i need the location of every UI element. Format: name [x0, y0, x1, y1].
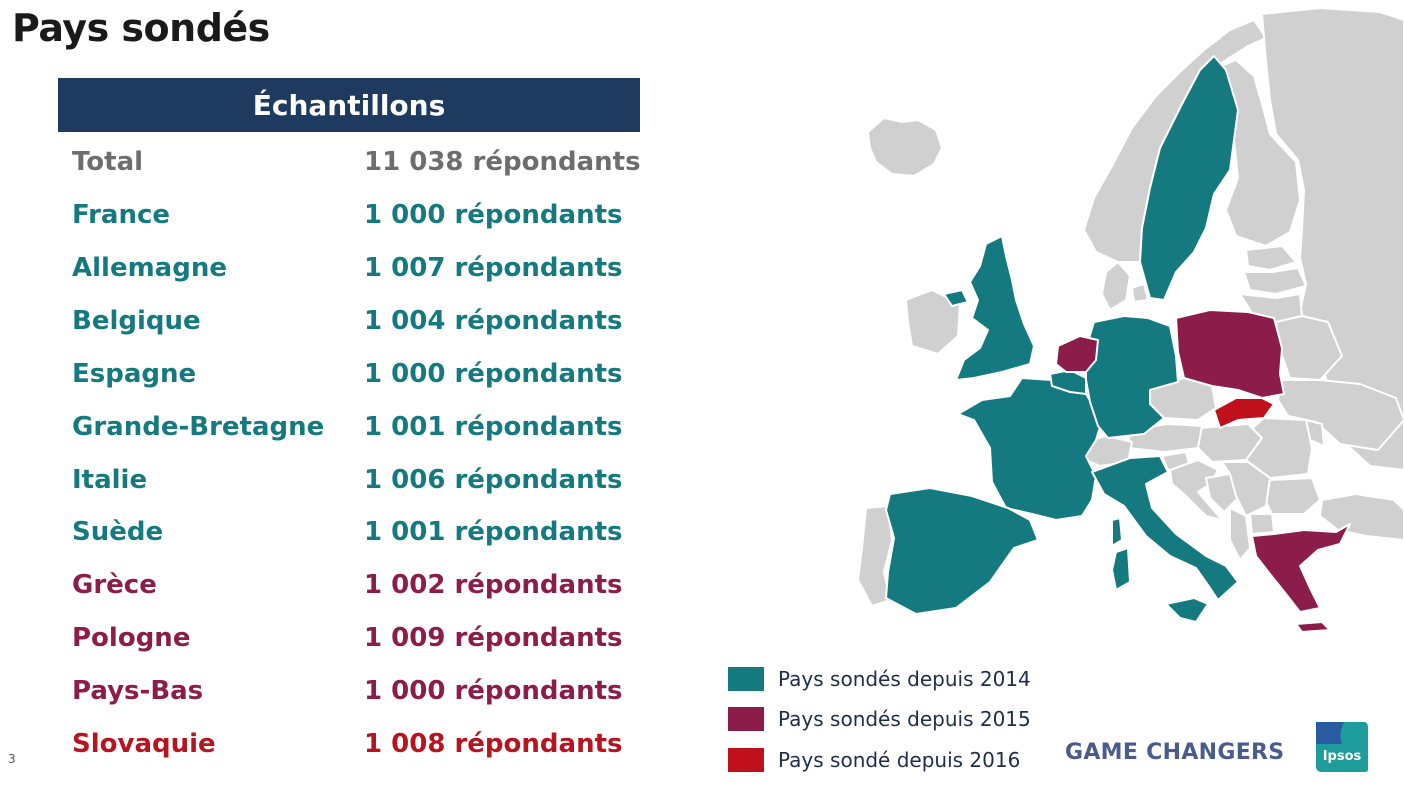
table-row: Suède 1 001 répondants	[72, 512, 672, 552]
row-country: Pologne	[72, 623, 191, 653]
legend-label: Pays sondés depuis 2015	[778, 707, 1031, 731]
table-row-total: Total 11 038 répondants	[72, 142, 672, 182]
latvia	[1243, 267, 1307, 295]
ukraine	[1277, 379, 1404, 451]
legend-item-2014: Pays sondés depuis 2014	[728, 664, 1031, 694]
row-country: Suède	[72, 517, 164, 547]
table-row: Pologne 1 009 répondants	[72, 618, 672, 658]
netherlands	[1055, 335, 1099, 373]
legend-item-2016: Pays sondé depuis 2016	[728, 745, 1020, 775]
sicily	[1165, 597, 1209, 623]
row-count: 1 009 répondants	[364, 623, 623, 653]
table-row: Italie 1 006 répondants	[72, 460, 672, 500]
poland	[1175, 309, 1285, 399]
table-row: Grèce 1 002 répondants	[72, 565, 672, 605]
table-row: Pays-Bas 1 000 répondants	[72, 671, 672, 711]
bosnia	[1205, 473, 1239, 513]
northern-ireland	[943, 289, 969, 307]
italy	[1091, 455, 1239, 601]
germany	[1085, 315, 1179, 439]
serbia	[1221, 461, 1271, 517]
sardinia	[1111, 547, 1131, 591]
slovakia	[1213, 397, 1275, 429]
legend-label: Pays sondés depuis 2014	[778, 667, 1031, 691]
macedonia	[1249, 513, 1275, 535]
legend-swatch	[728, 748, 764, 772]
row-count: 1 000 répondants	[364, 676, 623, 706]
brand-wordmark: GAME CHANGERS	[1065, 740, 1285, 765]
row-count: 1 006 répondants	[364, 465, 623, 495]
table-row: Allemagne 1 007 répondants	[72, 248, 672, 288]
row-count: 1 001 répondants	[364, 517, 623, 547]
row-country: Slovaquie	[72, 729, 216, 759]
great-britain	[955, 235, 1035, 381]
montenegro-albania	[1229, 507, 1251, 561]
estonia	[1245, 245, 1297, 271]
spain	[885, 487, 1039, 615]
row-count: 11 038 répondants	[364, 147, 641, 177]
table-header: Échantillons	[58, 78, 640, 132]
row-country: France	[72, 200, 171, 230]
table-row: France 1 000 répondants	[72, 195, 672, 235]
legend-swatch	[728, 667, 764, 691]
row-count: 1 002 répondants	[364, 570, 623, 600]
row-country: Total	[72, 147, 144, 177]
row-count: 1 007 répondants	[364, 253, 623, 283]
table-row: Grande-Bretagne 1 001 répondants	[72, 407, 672, 447]
page-title: Pays sondés	[12, 6, 270, 50]
table-row: Slovaquie 1 008 répondants	[72, 724, 672, 764]
row-country: Grande-Bretagne	[72, 412, 325, 442]
row-country: Espagne	[72, 359, 197, 389]
page-number: 3	[8, 752, 16, 766]
row-count: 1 008 répondants	[364, 729, 623, 759]
row-country: Belgique	[72, 306, 201, 336]
legend-swatch	[728, 707, 764, 731]
row-count: 1 000 répondants	[364, 200, 623, 230]
table-row: Espagne 1 000 répondants	[72, 354, 672, 394]
europe-map	[857, 7, 1404, 633]
corsica	[1111, 517, 1123, 547]
row-country: Allemagne	[72, 253, 227, 283]
crete	[1295, 621, 1331, 633]
sweden	[1139, 55, 1239, 301]
iceland	[867, 117, 943, 177]
row-count: 1 001 répondants	[364, 412, 623, 442]
ireland	[905, 289, 961, 355]
table-row: Belgique 1 004 répondants	[72, 301, 672, 341]
bulgaria	[1263, 477, 1321, 515]
denmark	[1101, 261, 1131, 311]
greece	[1251, 523, 1351, 613]
row-country: Pays-Bas	[72, 676, 204, 706]
row-country: Grèce	[72, 570, 157, 600]
legend-item-2015: Pays sondés depuis 2015	[728, 704, 1031, 734]
legend-label: Pays sondé depuis 2016	[778, 748, 1021, 772]
croatia	[1169, 459, 1223, 521]
row-country: Italie	[72, 465, 148, 495]
ipsos-logo: Ipsos	[1316, 722, 1368, 772]
denmark-islands	[1131, 283, 1149, 303]
svg-text:Ipsos: Ipsos	[1323, 749, 1362, 764]
row-count: 1 004 répondants	[364, 306, 623, 336]
row-count: 1 000 répondants	[364, 359, 623, 389]
